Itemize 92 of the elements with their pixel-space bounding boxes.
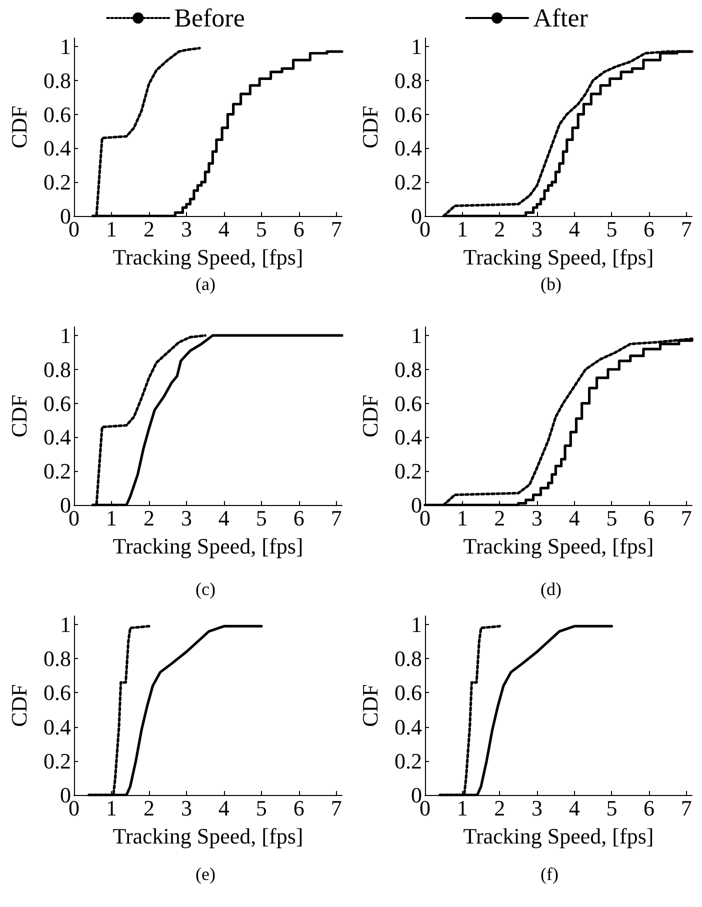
y-tick-label: 0.2 <box>44 458 71 484</box>
x-tick-label: 5 <box>256 506 267 530</box>
y-axis-title: CDF <box>358 394 382 438</box>
x-tick-label: 6 <box>644 796 655 820</box>
text: (a) <box>196 274 216 294</box>
x-tick-label: 4 <box>568 216 580 242</box>
text: (f) <box>540 864 558 884</box>
x-tick-label: 7 <box>330 796 342 820</box>
x-tick-label: 5 <box>606 796 618 820</box>
x-tick-label: 3 <box>532 796 543 820</box>
text: (e) <box>196 864 216 884</box>
legend-label: Before <box>174 4 245 32</box>
y-tick-label: 0.8 <box>394 646 422 672</box>
y-tick-label: 0.8 <box>44 356 71 382</box>
x-tick-label: 2 <box>494 796 506 820</box>
text: (c) <box>196 579 216 599</box>
y-tick-label: 0.6 <box>394 390 422 416</box>
y-tick-label: 0.4 <box>394 714 422 740</box>
y-tick-label: 0.6 <box>394 680 422 706</box>
y-tick-label: 0.4 <box>394 424 422 450</box>
y-tick-label: 0.6 <box>44 390 71 416</box>
x-tick-label: 4 <box>218 796 230 820</box>
x-axis-title: Tracking Speed, [fps] <box>463 534 654 558</box>
x-tick-label: 1 <box>456 216 468 242</box>
y-tick-label: 0.4 <box>44 424 71 450</box>
x-tick-label: 1 <box>106 796 117 820</box>
y-axis-title: CDF <box>358 106 382 148</box>
y-axis-title: CDF <box>6 684 32 727</box>
x-tick-label: 1 <box>106 216 117 242</box>
x-tick-label: 1 <box>106 506 117 530</box>
x-tick-label: 7 <box>330 506 342 530</box>
y-tick-label: 0.4 <box>44 136 71 161</box>
x-axis-title: Tracking Speed, [fps] <box>112 244 304 270</box>
y-axis-title: CDF <box>358 684 382 727</box>
y-tick-label: 0.6 <box>44 680 71 706</box>
x-tick-label: 3 <box>180 216 192 242</box>
x-tick-label: 7 <box>680 216 692 242</box>
x-tick-label: 3 <box>532 216 543 242</box>
y-tick-label: 0.4 <box>394 136 422 161</box>
x-tick-label: 2 <box>494 506 506 530</box>
y-tick-label: 0.2 <box>394 748 422 774</box>
y-tick-label: 0.8 <box>394 356 422 382</box>
x-tick-label: 6 <box>644 216 655 242</box>
text: (d) <box>540 579 562 599</box>
x-tick-label: 3 <box>532 506 543 530</box>
y-tick-label: 1 <box>60 322 71 348</box>
x-tick-label: 6 <box>293 216 304 242</box>
x-tick-label: 5 <box>606 216 618 242</box>
x-tick-label: 4 <box>218 216 230 242</box>
text: (b) <box>540 274 562 294</box>
x-tick-label: 1 <box>456 796 468 820</box>
x-axis-title: Tracking Speed, [fps] <box>112 824 304 848</box>
y-tick-label: 0.2 <box>394 170 422 195</box>
x-tick-label: 3 <box>180 796 192 820</box>
y-tick-label: 0.4 <box>44 714 71 740</box>
y-tick-label: 1 <box>60 34 71 59</box>
y-tick-label: 0.6 <box>394 102 422 127</box>
x-tick-label: 5 <box>606 506 618 530</box>
y-tick-label: 1 <box>60 612 71 638</box>
x-tick-label: 1 <box>456 506 468 530</box>
x-tick-label: 7 <box>680 796 692 820</box>
x-tick-label: 2 <box>143 506 154 530</box>
y-tick-label: 0.8 <box>44 646 71 672</box>
x-tick-label: 5 <box>256 796 267 820</box>
y-tick-label: 0.8 <box>394 68 422 93</box>
y-tick-label: 1 <box>411 612 422 638</box>
y-tick-label: 0.6 <box>44 102 71 127</box>
y-axis-title: CDF <box>6 394 32 438</box>
x-tick-label: 5 <box>256 216 267 242</box>
x-tick-label: 7 <box>330 216 342 242</box>
x-tick-label: 6 <box>293 796 304 820</box>
x-axis-title: Tracking Speed, [fps] <box>463 244 654 270</box>
x-tick-label: 6 <box>293 506 304 530</box>
y-tick-label: 1 <box>411 322 422 348</box>
x-tick-label: 2 <box>494 216 506 242</box>
x-tick-label: 4 <box>218 506 230 530</box>
x-tick-label: 7 <box>680 506 692 530</box>
x-axis-title: Tracking Speed, [fps] <box>463 824 654 848</box>
y-axis-title: CDF <box>6 106 32 148</box>
x-tick-label: 2 <box>143 796 154 820</box>
x-tick-label: 6 <box>644 506 655 530</box>
x-axis-title: Tracking Speed, [fps] <box>112 534 304 558</box>
x-tick-label: 4 <box>568 796 580 820</box>
x-tick-label: 2 <box>143 216 154 242</box>
x-tick-label: 3 <box>180 506 192 530</box>
legend-label: After <box>533 4 588 32</box>
y-tick-label: 1 <box>411 34 422 59</box>
x-tick-label: 4 <box>568 506 580 530</box>
y-tick-label: 0.2 <box>44 748 71 774</box>
y-tick-label: 0.8 <box>44 68 71 93</box>
y-tick-label: 0.2 <box>44 170 71 195</box>
y-tick-label: 0.2 <box>394 458 422 484</box>
